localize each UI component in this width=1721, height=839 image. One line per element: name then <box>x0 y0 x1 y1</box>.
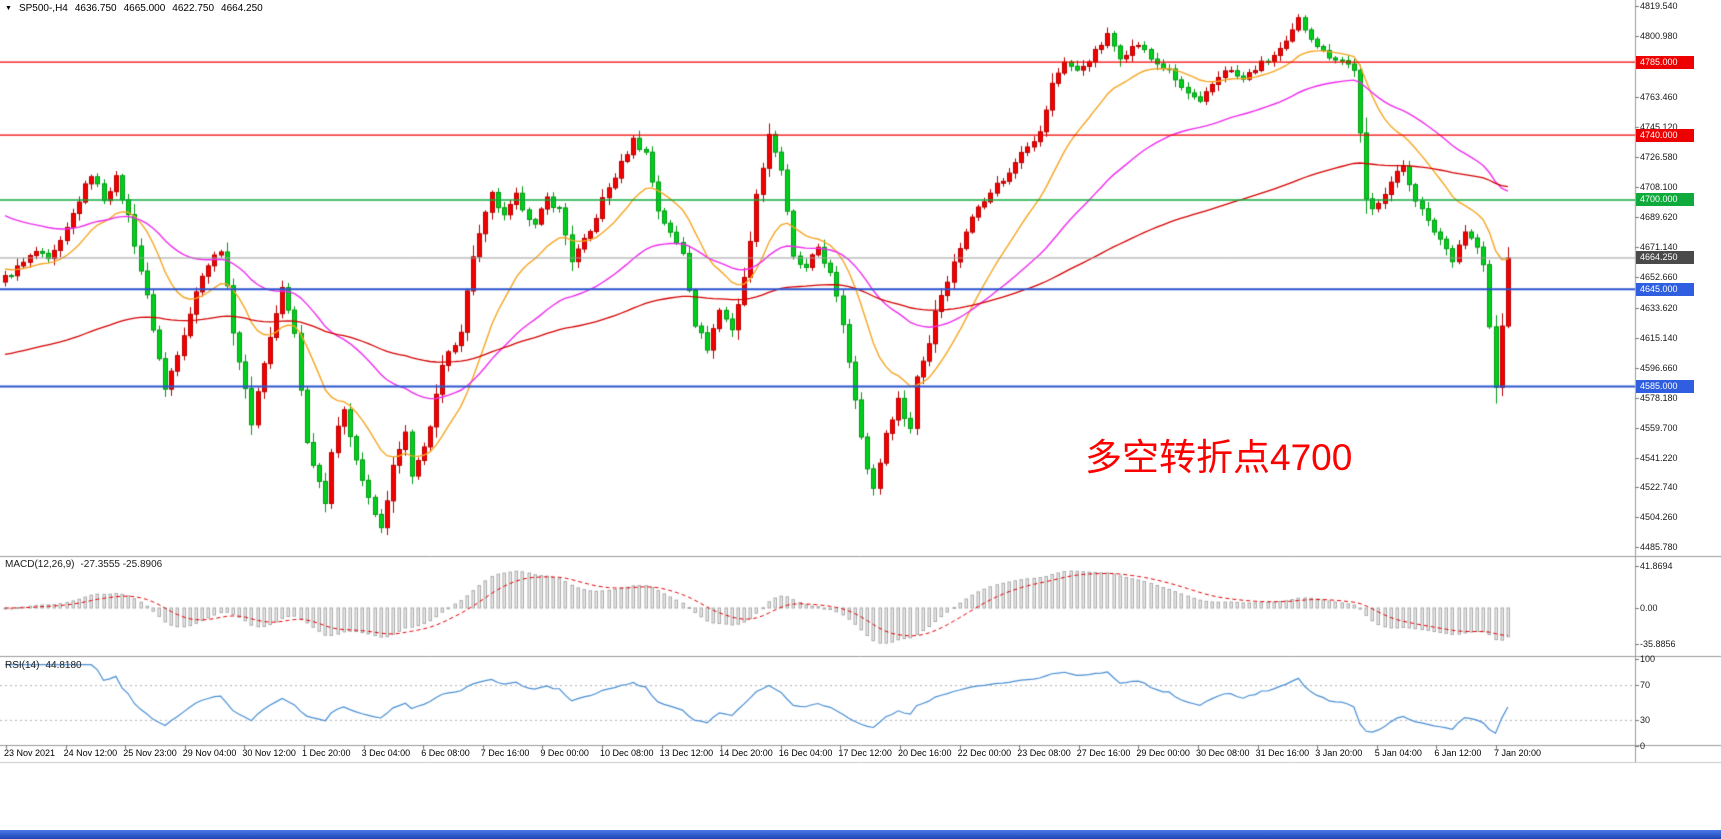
ohlc-high: 4665.000 <box>123 3 166 14</box>
ohlc-open: 4636.750 <box>74 3 117 14</box>
ohlc-close: 4664.250 <box>221 3 263 14</box>
symbol-name: SP500-,H4 <box>18 3 68 14</box>
taskbar-strip[interactable] <box>0 830 1721 839</box>
macd-values: -27.3555 -25.8906 <box>80 559 163 570</box>
macd-indicator-label: MACD(12,26,9) -27.3555 -25.8906 <box>5 559 162 570</box>
rsi-values: 44.8180 <box>45 660 82 671</box>
ohlc-low: 4622.750 <box>172 3 215 14</box>
rsi-indicator-label: RSI(14) 44.8180 <box>5 660 82 671</box>
macd-name: MACD(12,26,9) <box>5 559 75 570</box>
symbol-info-bar: ▼ SP500-,H4 4636.750 4665.000 4622.750 4… <box>5 3 263 14</box>
rsi-name: RSI(14) <box>5 660 40 671</box>
annotation-text: 多空转折点4700 <box>1085 437 1353 478</box>
chart-marker-icon: ▼ <box>5 5 12 12</box>
